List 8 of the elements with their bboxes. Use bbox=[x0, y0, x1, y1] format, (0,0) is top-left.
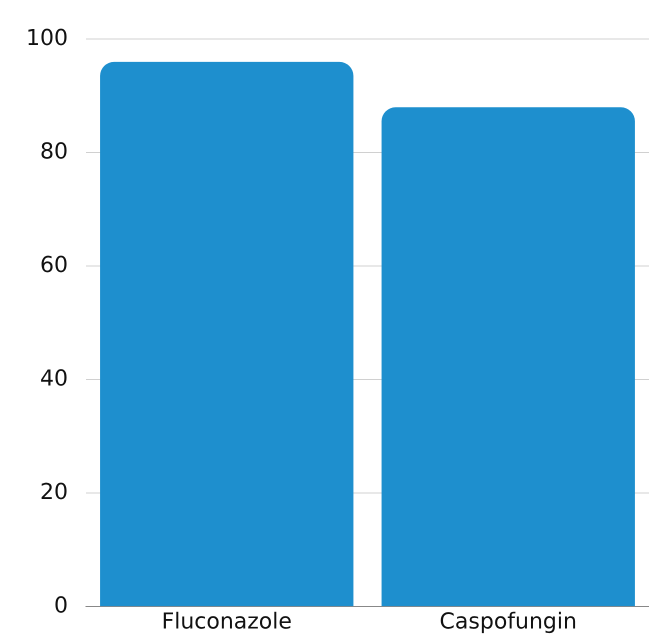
y-tick-label: 80 bbox=[40, 139, 68, 164]
x-tick-label: Caspofungin bbox=[440, 610, 577, 635]
x-tick-label: Fluconazole bbox=[162, 610, 292, 635]
y-tick-label: 40 bbox=[40, 366, 68, 392]
y-tick-label: 0 bbox=[54, 593, 68, 618]
y-tick-label: 100 bbox=[26, 26, 68, 51]
y-tick-label: 20 bbox=[40, 480, 68, 505]
y-tick-label: 60 bbox=[40, 252, 68, 278]
